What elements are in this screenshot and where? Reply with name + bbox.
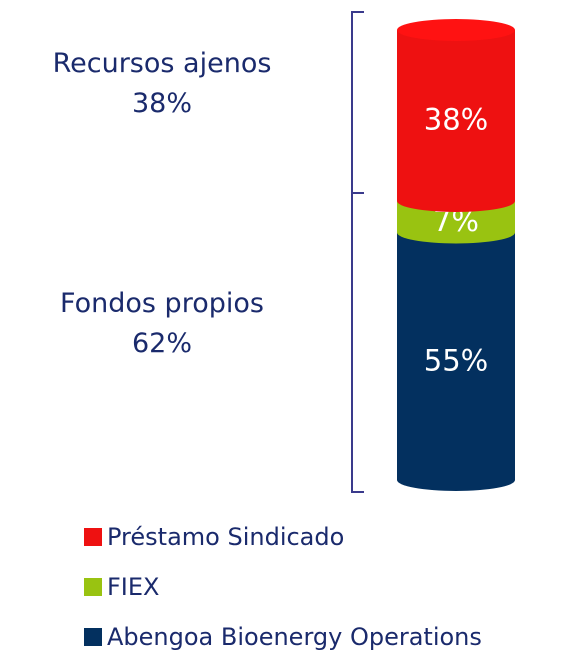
cylinder-segment bbox=[397, 232, 515, 491]
legend-label: Abengoa Bioenergy Operations bbox=[107, 623, 482, 651]
segment-label: 38% bbox=[424, 103, 488, 137]
group-value: 62% bbox=[132, 328, 192, 359]
legend-label: FIEX bbox=[107, 573, 160, 601]
cylinder-top bbox=[397, 19, 515, 41]
legend-swatch bbox=[84, 528, 102, 546]
legend-swatch bbox=[84, 628, 102, 646]
group-bracket bbox=[351, 192, 364, 493]
group-name: Fondos propios bbox=[60, 288, 264, 319]
segment-label: 55% bbox=[424, 343, 488, 377]
cylinder-segment bbox=[397, 30, 515, 212]
group-value: 38% bbox=[132, 88, 192, 119]
legend-label: Préstamo Sindicado bbox=[107, 523, 344, 551]
group-name: Recursos ajenos bbox=[53, 48, 272, 79]
legend-swatch bbox=[84, 578, 102, 596]
group-bracket bbox=[351, 11, 364, 194]
cylinder-segment bbox=[397, 201, 515, 244]
